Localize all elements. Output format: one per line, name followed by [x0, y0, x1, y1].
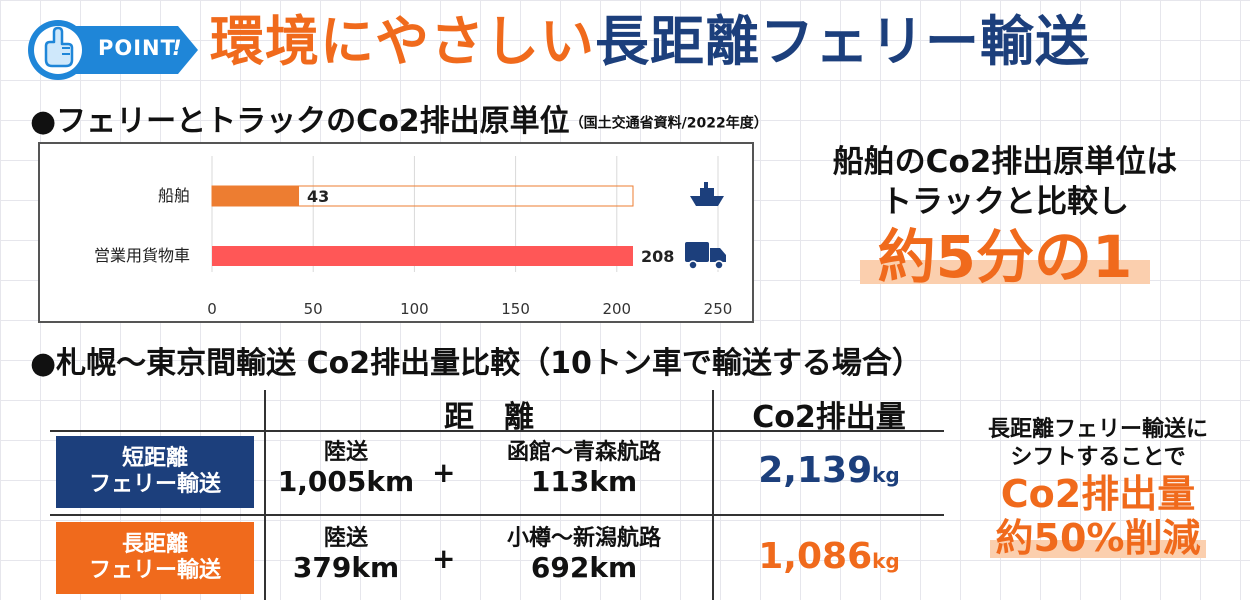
- bar: [212, 246, 633, 266]
- x-tick-label: 50: [304, 300, 323, 318]
- column-header-distance: 距 離: [444, 400, 534, 435]
- row2-land-label: 陸送: [323, 526, 368, 551]
- blurb1-line1: 船舶のCo2排出原単位は: [832, 144, 1178, 180]
- ship-icon: [690, 182, 724, 206]
- row-label-short-ferry: 短距離 フェリー輸送: [56, 436, 254, 508]
- blurb-reduction: 長距離フェリー輸送に シフトすることで Co2排出量 約50%削減: [948, 416, 1248, 560]
- blurb1-big: 約5分の1: [859, 223, 1151, 291]
- row1-sea: 函館～青森航路 113km: [462, 440, 706, 498]
- table-rule-top: [50, 430, 944, 432]
- column-header-emission: Co2排出量: [752, 400, 906, 435]
- row1-plus: +: [432, 456, 456, 489]
- row2-sea-label: 小樽～新潟航路: [506, 526, 661, 551]
- data-label: 208: [641, 247, 674, 266]
- chart-svg: 0 50 100 150 200 250 船舶 43 営業用貨物車 208: [94, 156, 733, 318]
- row2-land-distance: 379km: [292, 551, 400, 584]
- blurb2-line2: シフトすることで: [1010, 445, 1186, 470]
- point-badge: POINT !: [22, 14, 202, 86]
- row1-label-line1: 短距離: [121, 446, 188, 471]
- badge-exclaim: !: [172, 36, 182, 60]
- row1-emission-unit: kg: [872, 463, 900, 487]
- title-part2: 長距離フェリー輸送: [595, 10, 1090, 73]
- row2-label-line2: フェリー輸送: [88, 558, 221, 583]
- blurb2-line4-text: 約50%削減: [995, 516, 1201, 560]
- row2-sea-distance: 692km: [530, 551, 638, 584]
- category-label: 船舶: [158, 186, 190, 205]
- pointing-hand-icon: [44, 26, 74, 68]
- row2-emission: 1,086kg: [714, 536, 944, 577]
- x-tick-label: 250: [704, 300, 733, 318]
- blurb1-highlight: [859, 260, 1151, 284]
- blurb2-line3: Co2排出量: [1000, 472, 1196, 516]
- truck-icon: [685, 242, 726, 270]
- row2-land: 陸送 379km: [266, 526, 426, 584]
- badge-text: POINT: [98, 36, 176, 60]
- section1-source: （国土交通省資料/2022年度）: [569, 115, 768, 132]
- section2-heading: ●札幌～東京間輸送 Co2排出量比較（10トン車で輸送する場合）: [30, 346, 922, 381]
- x-tick-label: 200: [602, 300, 631, 318]
- page-title: 環境にやさしい長距離フェリー輸送: [210, 6, 1090, 78]
- blurb1-big-text: 約5分の1: [877, 223, 1133, 291]
- blurb-unit-comparison: 船舶のCo2排出原単位は トラックと比較し 約5分の1: [760, 142, 1250, 288]
- table-divider-right: [712, 390, 714, 600]
- x-tick-label: 0: [207, 300, 217, 318]
- row2-plus: +: [432, 542, 456, 575]
- x-tick-label: 150: [501, 300, 530, 318]
- data-label: 43: [307, 187, 329, 206]
- row1-sea-label: 函館～青森航路: [506, 440, 661, 465]
- blurb1-line2: トラックと比較し: [881, 184, 1129, 220]
- section1-title: ●フェリーとトラックのCo2排出原単位: [30, 104, 570, 139]
- category-label: 営業用貨物車: [94, 246, 190, 265]
- x-tick-label: 100: [400, 300, 429, 318]
- row2-emission-unit: kg: [872, 549, 900, 573]
- row2-emission-value: 1,086: [758, 536, 873, 577]
- title-part1: 環境にやさしい: [210, 10, 595, 73]
- blurb2-line4: 約50%削減: [989, 516, 1207, 560]
- blurb2-highlight: [989, 540, 1207, 558]
- section1-heading: ●フェリーとトラックのCo2排出原単位（国土交通省資料/2022年度）: [30, 96, 768, 140]
- row1-emission: 2,139kg: [714, 450, 944, 491]
- row2-label-line1: 長距離: [121, 532, 188, 557]
- blurb2-line1: 長距離フェリー輸送に: [987, 417, 1208, 442]
- row1-land-distance: 1,005km: [277, 465, 415, 498]
- row1-label-line2: フェリー輸送: [88, 472, 221, 497]
- row2-sea: 小樽～新潟航路 692km: [462, 526, 706, 584]
- row1-sea-distance: 113km: [530, 465, 638, 498]
- co2-chart: 0 50 100 150 200 250 船舶 43 営業用貨物車 208: [38, 142, 754, 323]
- bar: [212, 186, 300, 206]
- row1-emission-value: 2,139: [758, 450, 873, 491]
- table-divider-left: [264, 390, 266, 600]
- table-rule-mid: [50, 514, 944, 516]
- row-label-long-ferry: 長距離 フェリー輸送: [56, 522, 254, 594]
- row1-land: 陸送 1,005km: [266, 440, 426, 498]
- row1-land-label: 陸送: [323, 440, 368, 465]
